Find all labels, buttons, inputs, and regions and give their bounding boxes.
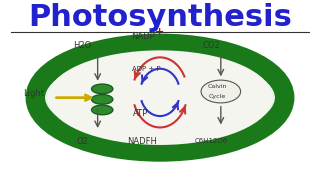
Text: O2: O2 (76, 137, 88, 146)
Text: ATP: ATP (132, 109, 148, 118)
Text: NADFH: NADFH (127, 137, 157, 146)
Text: NADP: NADP (132, 32, 155, 41)
Text: CO2: CO2 (203, 41, 220, 50)
Text: Cycle: Cycle (209, 94, 226, 99)
Text: Calvin: Calvin (207, 84, 227, 89)
Text: ADP + P: ADP + P (132, 66, 161, 72)
Text: C6H12O6: C6H12O6 (195, 138, 228, 145)
Text: +: + (155, 27, 164, 37)
Ellipse shape (47, 50, 273, 145)
Circle shape (201, 80, 241, 103)
Text: H2O: H2O (73, 41, 92, 50)
Ellipse shape (92, 94, 113, 104)
Ellipse shape (35, 43, 285, 152)
Ellipse shape (92, 84, 113, 94)
Text: Light: Light (23, 89, 44, 98)
Text: Photosynthesis: Photosynthesis (28, 3, 292, 31)
Ellipse shape (92, 105, 113, 115)
